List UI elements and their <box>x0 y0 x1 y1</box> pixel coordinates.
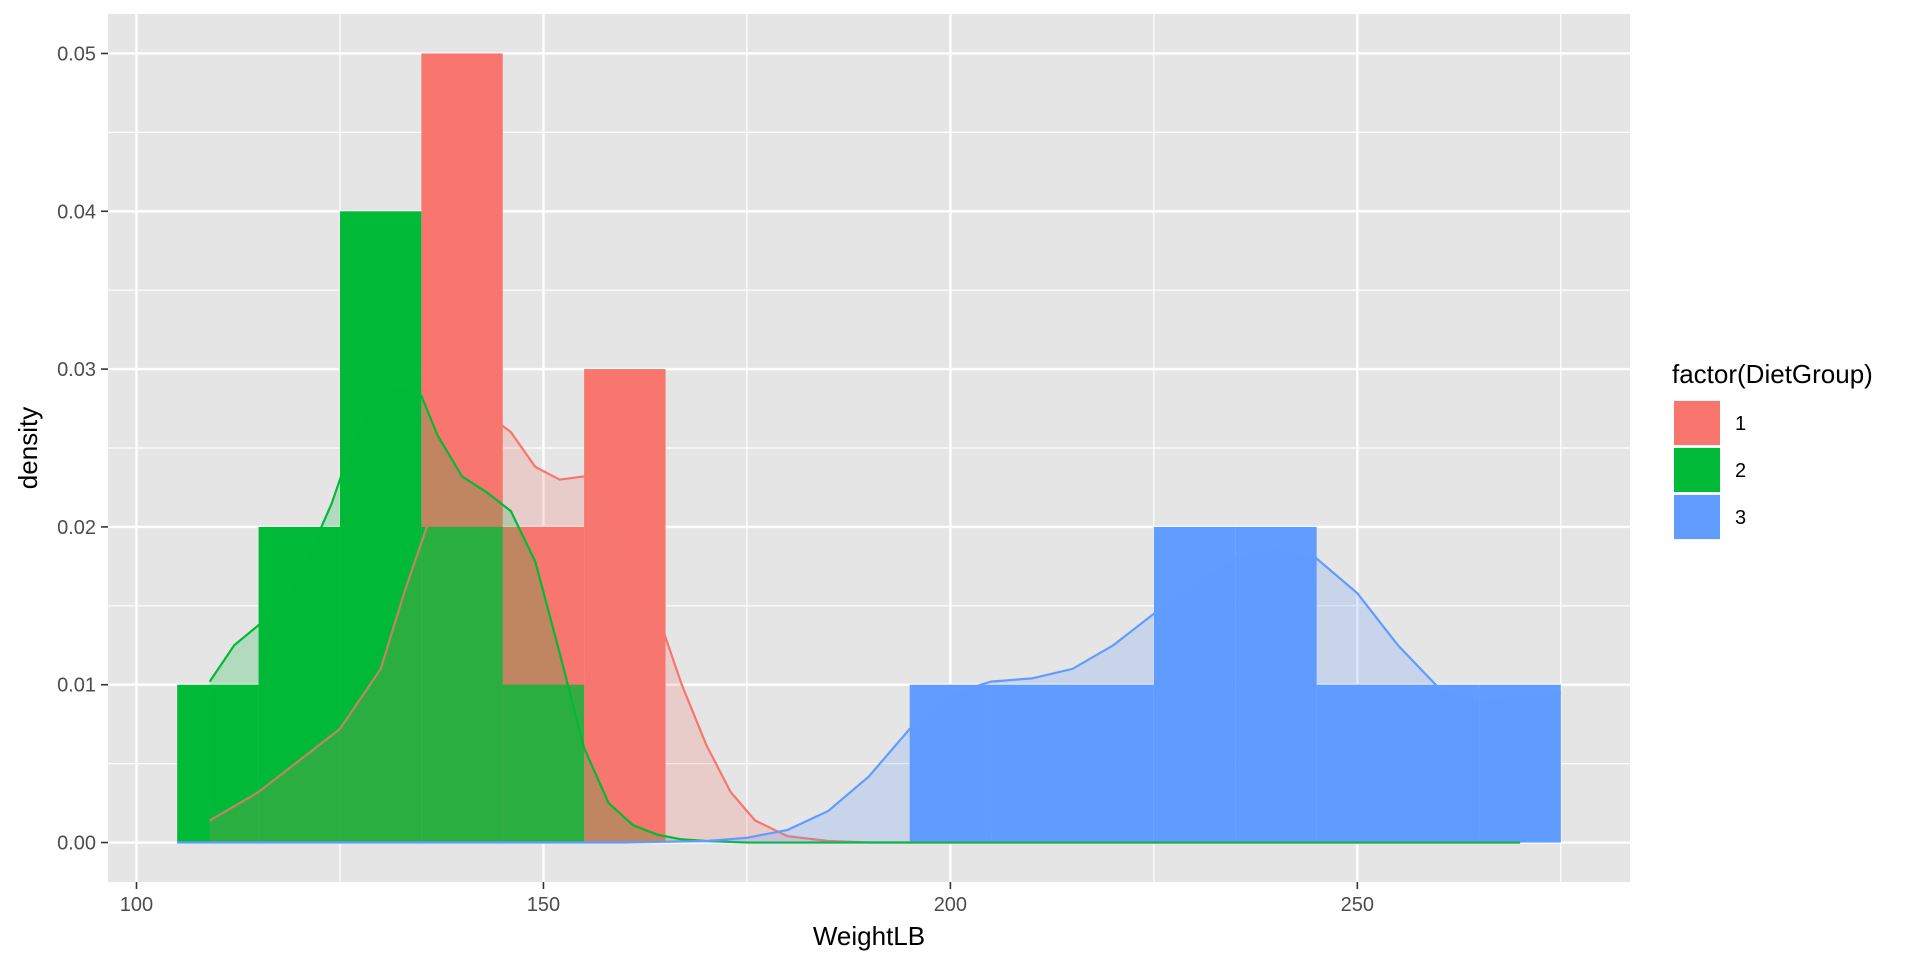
y-tick-label: 0.00 <box>57 833 96 855</box>
legend-label-2: 2 <box>1735 460 1746 482</box>
x-tick-label: 150 <box>527 894 560 916</box>
legend-key-2 <box>1674 448 1720 492</box>
histogram-bar-group-3 <box>1153 526 1236 843</box>
y-tick-label: 0.02 <box>57 517 96 539</box>
y-tick-label: 0.05 <box>57 43 96 65</box>
legend-key-1 <box>1674 401 1720 445</box>
legend-label-1: 1 <box>1735 413 1746 435</box>
histogram-bar-group-3 <box>1398 684 1480 843</box>
histogram-bar-group-2 <box>258 526 340 843</box>
histogram-bar-group-2 <box>421 526 503 843</box>
density-area-group-2 <box>209 384 1521 843</box>
x-axis-title: WeightLB <box>813 921 925 951</box>
y-axis: 0.00 0.01 0.02 0.03 0.04 0.05 <box>57 43 108 855</box>
legend: factor(DietGroup) 1 2 3 <box>1672 359 1873 540</box>
y-tick-label: 0.03 <box>57 359 96 381</box>
density-line-group-2 <box>208 383 1521 844</box>
histogram-bar-group-3 <box>1479 684 1561 843</box>
legend-title: factor(DietGroup) <box>1672 359 1873 389</box>
legend-label-3: 3 <box>1735 507 1746 529</box>
histogram-bar-group-3 <box>1316 684 1399 843</box>
histogram-bar-group-3 <box>1235 526 1317 843</box>
density-area-group-3 <box>177 547 1561 843</box>
x-tick-label: 200 <box>934 894 967 916</box>
density-line-group-3 <box>177 546 1561 844</box>
x-tick-label: 250 <box>1341 894 1374 916</box>
legend-key-3 <box>1674 495 1720 539</box>
density-curves <box>177 383 1561 844</box>
histogram-bar-group-1 <box>584 369 666 843</box>
x-axis: 100 150 200 250 <box>120 882 1374 916</box>
y-tick-label: 0.01 <box>57 675 96 697</box>
density-area-group-1 <box>209 413 1521 843</box>
histogram-bars <box>177 53 1561 843</box>
x-tick-label: 100 <box>120 894 153 916</box>
y-axis-title: density <box>13 407 43 489</box>
histogram-bar-group-3 <box>909 684 992 843</box>
histogram-bar-group-3 <box>1072 684 1154 843</box>
histogram-bar-group-2 <box>502 684 585 843</box>
histogram-bar-group-2 <box>339 211 422 843</box>
histogram-bar-group-3 <box>991 684 1073 843</box>
y-tick-label: 0.04 <box>57 201 96 223</box>
